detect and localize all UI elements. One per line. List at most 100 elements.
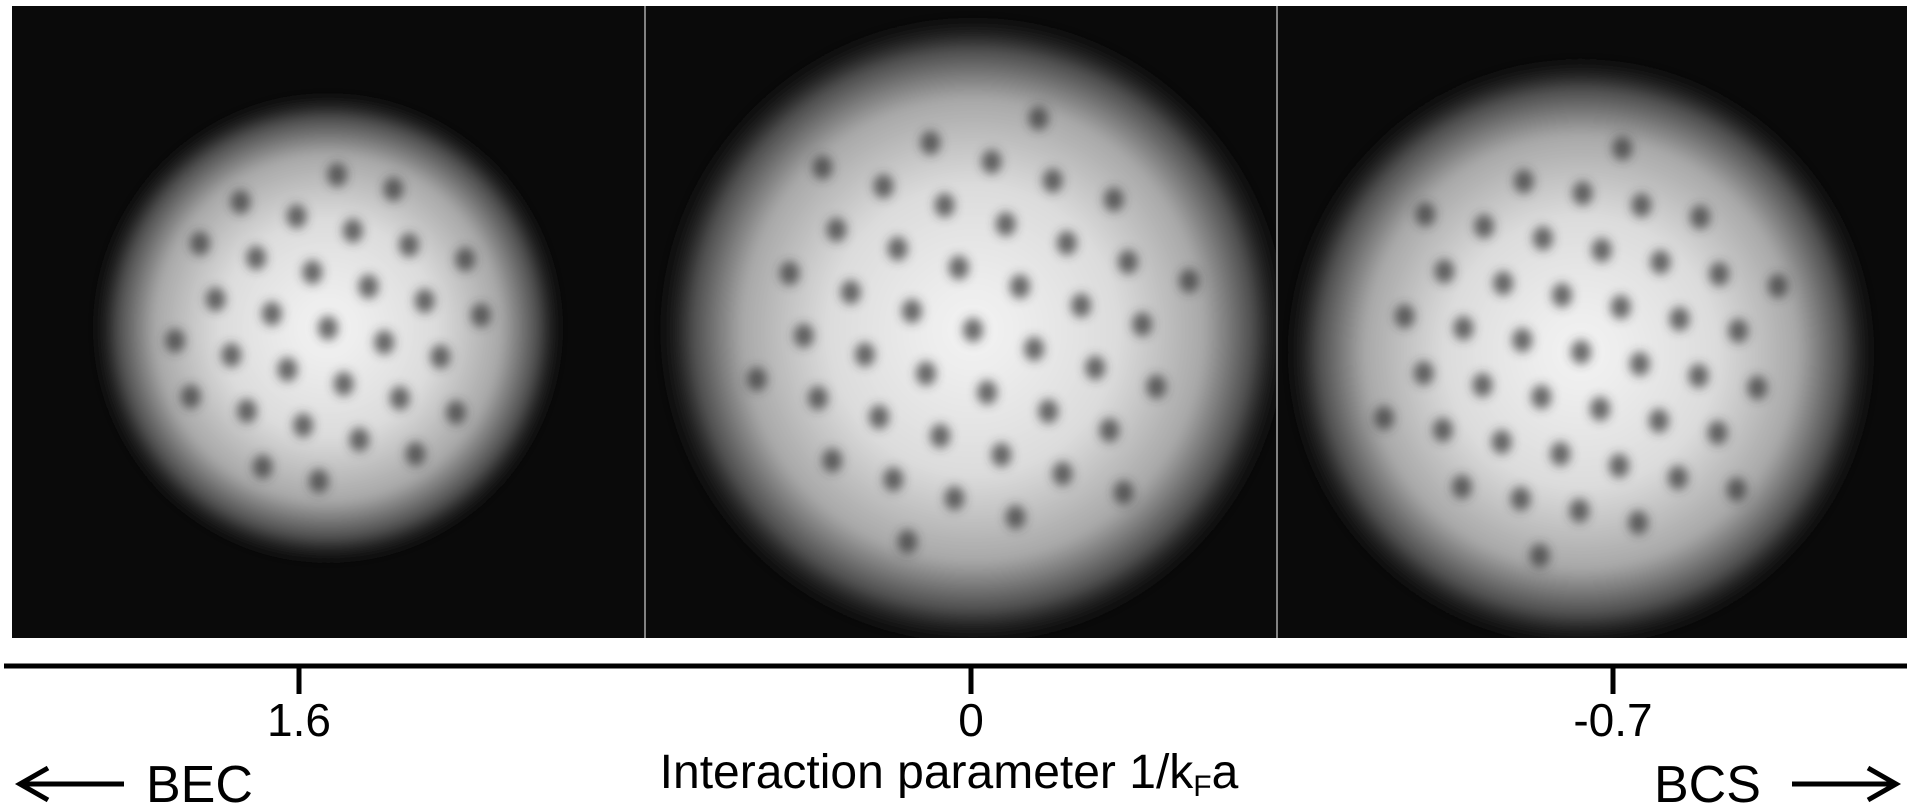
vortex — [1179, 269, 1199, 293]
atom-cloud — [1281, 52, 1881, 652]
vortex — [916, 361, 936, 385]
vortex — [1038, 399, 1058, 423]
vortex — [977, 380, 997, 404]
vortex — [747, 367, 767, 391]
vortex — [1709, 262, 1729, 286]
vortex — [1512, 328, 1532, 352]
vortex — [897, 530, 917, 554]
axis-label: Interaction parameter 1/kFa — [660, 746, 1239, 803]
vortex — [780, 261, 800, 285]
vortex — [1374, 406, 1394, 430]
vortex — [383, 177, 403, 201]
vortex — [1493, 271, 1513, 295]
vortex — [1006, 505, 1026, 529]
vortex — [246, 246, 266, 270]
vortex — [1550, 442, 1570, 466]
bcs-arrow — [1792, 768, 1896, 800]
vortex — [855, 343, 875, 367]
vortex — [190, 231, 210, 255]
vortex — [873, 174, 893, 198]
vortex — [1029, 106, 1049, 130]
vortex — [1611, 295, 1631, 319]
vortex — [1649, 409, 1669, 433]
vortex — [277, 357, 297, 381]
axis-label-subscript: F — [1193, 770, 1211, 803]
axis-label-text: Interaction parameter 1/k — [660, 746, 1195, 799]
vortex — [1414, 361, 1434, 385]
vortex — [920, 131, 940, 155]
vortex — [430, 345, 450, 369]
vortex — [1768, 274, 1788, 298]
vortex — [1415, 202, 1435, 226]
vortex — [1728, 319, 1748, 343]
vortex — [390, 386, 410, 410]
tick-label: -0.7 — [1573, 694, 1652, 746]
vortex — [1010, 275, 1030, 299]
vortex — [399, 233, 419, 257]
bcs-label: BCS — [1654, 756, 1761, 810]
vortex — [794, 324, 814, 348]
vortex — [1452, 475, 1472, 499]
vortex — [1533, 226, 1553, 250]
vortex — [1043, 169, 1063, 193]
vortex — [1650, 250, 1670, 274]
atom-cloud — [88, 88, 568, 568]
vortex — [1571, 340, 1591, 364]
tick-label: 0 — [958, 694, 984, 746]
vortex — [206, 287, 226, 311]
vortex — [963, 318, 983, 342]
vortex — [1573, 181, 1593, 205]
vortex — [309, 469, 329, 493]
vortex — [1670, 307, 1690, 331]
vortex — [949, 256, 969, 280]
vortex — [1434, 259, 1454, 283]
vortex — [343, 219, 363, 243]
bec-label: BEC — [146, 756, 253, 810]
vortex — [1104, 188, 1124, 212]
vortex — [883, 467, 903, 491]
vortex — [930, 424, 950, 448]
axis-label-suffix: a — [1212, 746, 1239, 799]
vortex — [302, 260, 322, 284]
vortex — [1114, 481, 1134, 505]
atom-cloud — [653, 10, 1293, 650]
vortex — [1511, 487, 1531, 511]
vortex — [935, 193, 955, 217]
vortex — [262, 302, 282, 326]
vortex — [327, 163, 347, 187]
vortex — [359, 275, 379, 299]
vortex — [902, 299, 922, 323]
vortex — [944, 486, 964, 510]
vortex — [1612, 136, 1632, 160]
vortex — [1433, 418, 1453, 442]
vortex — [287, 204, 307, 228]
vortex — [1514, 169, 1534, 193]
vortex — [1530, 544, 1550, 568]
vortex — [221, 343, 241, 367]
page: 1.6 0 -0.7 Interaction parameter 1/kFa B… — [0, 0, 1907, 810]
vortex — [991, 443, 1011, 467]
vortex — [1569, 499, 1589, 523]
vortex — [471, 303, 491, 327]
vortex — [869, 405, 889, 429]
vortex — [1053, 462, 1073, 486]
vortex — [1727, 478, 1747, 502]
vortex — [406, 442, 426, 466]
vortex — [812, 155, 832, 179]
vortex — [1628, 511, 1648, 535]
vortex — [1099, 418, 1119, 442]
vortex — [1118, 250, 1138, 274]
vortex — [841, 280, 861, 304]
vortex — [455, 247, 475, 271]
vortex — [334, 372, 354, 396]
vortex — [888, 237, 908, 261]
vortex — [822, 448, 842, 472]
vortex — [1085, 356, 1105, 380]
vortex — [230, 190, 250, 214]
vortex — [996, 212, 1016, 236]
vortex — [415, 289, 435, 313]
vortex — [1690, 205, 1710, 229]
vortex — [1132, 312, 1152, 336]
vortex — [1708, 421, 1728, 445]
tick-label: 1.6 — [267, 694, 331, 746]
